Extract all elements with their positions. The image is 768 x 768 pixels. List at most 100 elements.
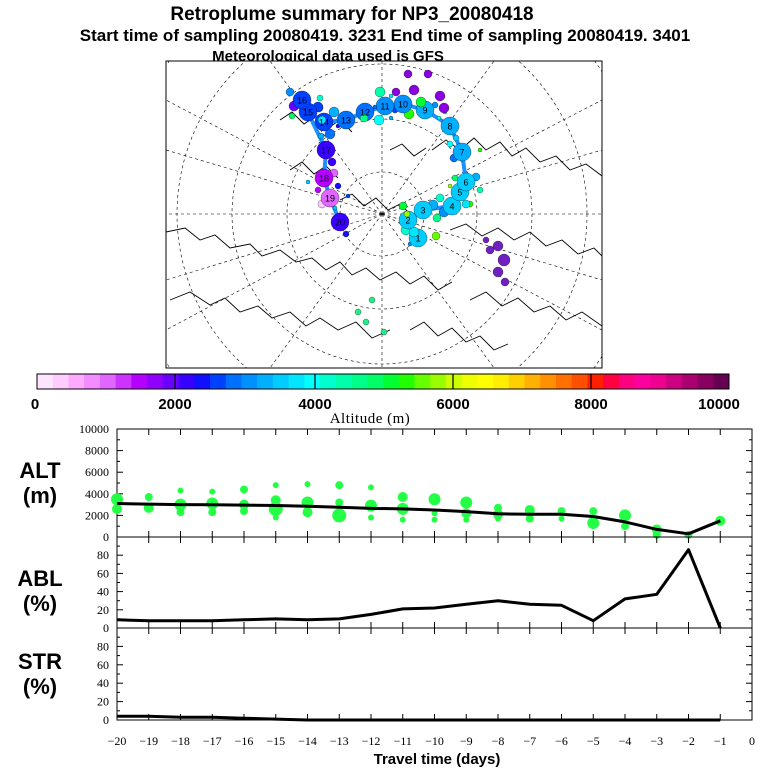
x-tick-label: 0	[749, 734, 755, 748]
x-tick-label: −7	[523, 734, 536, 748]
y-tick-label: 0	[103, 713, 109, 727]
y-tick-label: 20	[97, 603, 109, 617]
colorbar-tick-label: 2000	[158, 396, 191, 413]
colorbar-swatch	[618, 374, 636, 389]
trajectory-particle	[446, 140, 454, 148]
trajectory-day-label: 10	[398, 100, 408, 110]
trajectory-day-marker	[413, 200, 433, 220]
colorbar-tick-label: 4000	[298, 396, 331, 413]
altitude-particle-point	[368, 514, 374, 521]
trajectory-particle	[447, 183, 453, 189]
colorbar-swatch	[351, 374, 368, 389]
trajectory-day-marker	[456, 172, 476, 192]
y-tick-label: 20	[97, 695, 109, 709]
colorbar-swatch	[540, 374, 557, 389]
trajectory-day-marker	[330, 212, 350, 232]
y-tick-label: 60	[97, 658, 109, 672]
colorbar-swatch	[84, 374, 101, 389]
altitude-particle-point	[431, 510, 438, 517]
colorbar-swatch	[367, 374, 384, 389]
trajectory-particle	[423, 69, 433, 79]
x-tick-label: −18	[171, 734, 190, 748]
colorbar-swatch	[383, 374, 400, 389]
x-axis-label: Travel time (days)	[374, 751, 501, 768]
altitude-particle-point	[177, 487, 184, 494]
colorbar-swatch	[241, 374, 258, 389]
y-tick-label: 0	[103, 530, 109, 544]
trajectory-day-label: 12	[360, 108, 370, 118]
colorbar-swatch	[587, 374, 604, 389]
panel-label: ALT	[19, 458, 61, 483]
trajectory-particle	[461, 199, 471, 209]
altitude-particle-point	[272, 482, 279, 489]
trajectory-day-marker	[398, 210, 418, 230]
altitude-particle-point	[208, 508, 217, 517]
colorbar-swatch	[713, 374, 730, 389]
colorbar-swatch	[445, 374, 463, 389]
colorbar-swatch	[477, 374, 494, 389]
altitude-particle-point	[144, 493, 153, 502]
altitude-particle-point	[428, 493, 441, 506]
trajectory-day-label: 20	[335, 218, 345, 228]
series-line-alt	[116, 502, 721, 536]
y-tick-label: 2000	[85, 508, 109, 522]
map-graticule	[166, 61, 602, 368]
trajectory-particle	[408, 84, 420, 96]
x-tick-label: −8	[492, 734, 505, 748]
trajectory-particle	[316, 94, 324, 102]
trajectory-particle	[342, 230, 350, 238]
x-tick-label: −4	[619, 734, 632, 748]
colorbar-tick-label: 6000	[436, 396, 469, 413]
altitude-particle-point	[399, 516, 406, 523]
colorbar-swatch	[335, 374, 352, 389]
x-tick-label: −20	[108, 734, 127, 748]
altitude-particle-point	[272, 514, 279, 521]
colorbar-tick-label: 0	[31, 396, 39, 413]
trajectory-particle	[482, 236, 490, 244]
y-tick-label: 40	[97, 676, 109, 690]
x-tick-label: −13	[330, 734, 349, 748]
colorbar-tick-label: 8000	[574, 396, 607, 413]
colorbar-swatch	[414, 374, 431, 389]
x-tick-label: −12	[362, 734, 381, 748]
trajectory-day-label: 8	[447, 122, 452, 132]
colorbar-swatch	[697, 374, 714, 389]
colorbar-swatch	[493, 374, 510, 389]
trajectory-particle	[288, 112, 296, 120]
colorbar-swatch	[115, 374, 132, 389]
panel-alt: ALT(m) 0 2000 4000 6000 8000 10000	[19, 422, 753, 544]
trajectory-particle	[398, 201, 408, 211]
trajectory-day-label: 15	[303, 108, 313, 118]
colorbar-swatch	[398, 374, 415, 389]
trajectory-day-marker	[292, 90, 312, 110]
y-tick-label: 60	[97, 566, 109, 580]
altitude-particle-point	[558, 515, 565, 522]
colorbar-swatch	[634, 374, 651, 389]
time-series-panels: ALT(m)0200040006000800010000ABL(%)020406…	[17, 422, 755, 748]
trajectory-day-marker	[320, 188, 340, 208]
trajectory-day-label: 18	[319, 174, 329, 184]
y-tick-label: 80	[97, 548, 109, 562]
trajectory-day-marker	[336, 110, 356, 130]
series-line-str	[117, 714, 721, 722]
x-tick-label: −16	[235, 734, 254, 748]
trajectory-day-label: 13	[341, 116, 351, 126]
trajectory-particle	[432, 213, 442, 223]
panel-label: ABL	[17, 566, 62, 591]
trajectory-particle	[388, 93, 394, 99]
trajectory-particle	[403, 69, 413, 79]
trajectory-particle	[359, 113, 369, 123]
trajectory-day-marker	[316, 140, 336, 160]
trajectory-particle	[314, 186, 322, 194]
trajectory-particle	[415, 96, 427, 108]
trajectory-particle	[354, 308, 362, 316]
y-tick-label: 8000	[85, 444, 109, 458]
trajectory-particle	[334, 182, 342, 190]
colorbar-swatch	[194, 374, 211, 389]
trajectory-day-label: 5	[457, 188, 462, 198]
trajectory-day-label: 6	[463, 178, 468, 188]
trajectory-day-marker	[442, 196, 462, 216]
trajectory-particle	[285, 87, 295, 97]
colorbar-swatch	[508, 374, 525, 389]
